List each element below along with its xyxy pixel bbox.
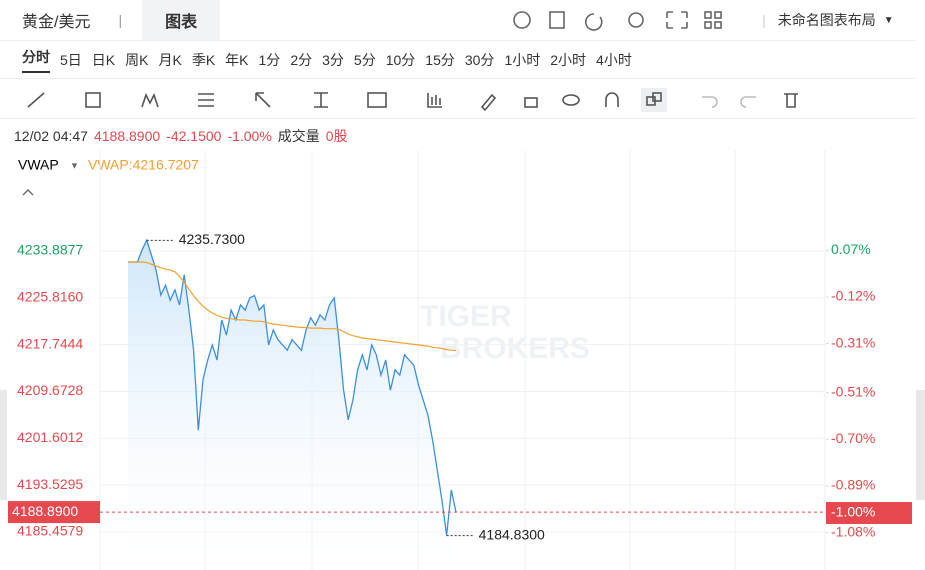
current-price-box <box>8 501 100 524</box>
interval[interactable]: 2分 <box>290 52 313 68</box>
symbol[interactable]: 黄金/美元 <box>22 14 91 31</box>
drawing-toolbar <box>0 82 915 119</box>
chart-tab[interactable]: 图表 <box>142 0 221 40</box>
y-tick-label: 4201.6012 <box>17 429 83 445</box>
interval[interactable]: 2小时 <box>550 52 587 68</box>
volume: 0股 <box>325 128 348 144</box>
y2-tick-label: -0.89% <box>831 477 875 493</box>
dropdown-caret: ▼ <box>70 160 79 170</box>
y2-tick-label: 0.07% <box>831 241 871 257</box>
vwap-line <box>128 261 457 352</box>
current-pct-box <box>826 502 912 525</box>
price-area <box>128 240 456 566</box>
quote-bar: 12/02 04:47 4188.8900 -42.1500 -1.00% 成交… <box>0 122 915 150</box>
interval[interactable]: 4小时 <box>596 52 632 68</box>
quote-change-pct: -1.00% <box>227 128 272 144</box>
current-pct-label: -1.00% <box>831 504 875 520</box>
divider: | <box>762 12 766 28</box>
quote-time: 12/02 04:47 <box>14 128 88 144</box>
interval[interactable]: 年K <box>225 52 249 68</box>
watermark: BROKERS <box>440 332 590 365</box>
interval[interactable]: 3分 <box>322 52 344 68</box>
watermark: TIGER <box>420 300 512 333</box>
y2-tick-label: -0.70% <box>831 430 875 446</box>
y-tick-label: 4209.6728 <box>17 382 83 398</box>
y-tick-label: 4225.8160 <box>17 289 83 305</box>
left-scroll-handle[interactable] <box>0 390 7 500</box>
interval[interactable]: 30分 <box>464 52 495 68</box>
interval[interactable]: 5日 <box>60 52 82 68</box>
y-tick-label: 4233.8877 <box>17 242 83 258</box>
quote-change: -42.1500 <box>166 128 222 144</box>
layout-menu[interactable]: 未命名图表布局 <box>777 12 876 28</box>
interval[interactable]: 月K <box>158 52 182 68</box>
y2-tick-label: -0.51% <box>831 383 875 399</box>
interval[interactable]: 10分 <box>385 52 416 68</box>
indicator-value: VWAP:4216.7207 <box>88 157 199 173</box>
volume-label: 成交量 <box>277 128 320 144</box>
interval-bar: 分时 5日 日K 周K 月K 季K 年K 1分 2分 3分 5分 10分 15分 30分 1小时 2小时 4小时 <box>0 42 915 79</box>
top-icons <box>513 11 722 31</box>
price-line <box>128 238 457 536</box>
interval[interactable]: 1小时 <box>504 52 541 68</box>
quote-price: 4188.8900 <box>93 128 161 144</box>
y2-tick-label: -0.31% <box>831 334 875 350</box>
top-bar: 黄金/美元 | 图表 | 未命名图表布局 ▼ <box>0 0 915 41</box>
y-tick-label: 4217.7444 <box>17 335 83 351</box>
interval[interactable]: 季K <box>191 52 216 68</box>
right-scroll-handle[interactable] <box>916 390 925 500</box>
collapse-icon[interactable] <box>22 189 34 196</box>
interval[interactable]: 分时 <box>22 47 50 73</box>
current-price-label: 4188.8900 <box>12 503 78 519</box>
y-tick-label: 4185.4579 <box>17 523 83 539</box>
dropdown-caret: ▼ <box>883 14 894 26</box>
annotation-label: 4235.7300 <box>179 231 245 247</box>
annotation-label: 4184.8300 <box>479 526 545 542</box>
y2-tick-label: -0.12% <box>831 288 875 304</box>
chart: VWAP ▼ VWAP:4216.7207 4233.8877 4225.8160… <box>0 150 925 570</box>
divider: | <box>118 12 123 28</box>
interval[interactable]: 1分 <box>258 52 281 68</box>
indicator-name[interactable]: VWAP <box>18 157 59 173</box>
y-tick-label: 4193.5295 <box>17 476 83 492</box>
interval[interactable]: 日K <box>91 52 116 68</box>
y2-tick-label: -1.08% <box>831 523 875 539</box>
interval[interactable]: 5分 <box>353 52 376 68</box>
interval[interactable]: 15分 <box>425 52 455 68</box>
tool-icons <box>27 88 798 112</box>
interval[interactable]: 周K <box>125 52 149 68</box>
